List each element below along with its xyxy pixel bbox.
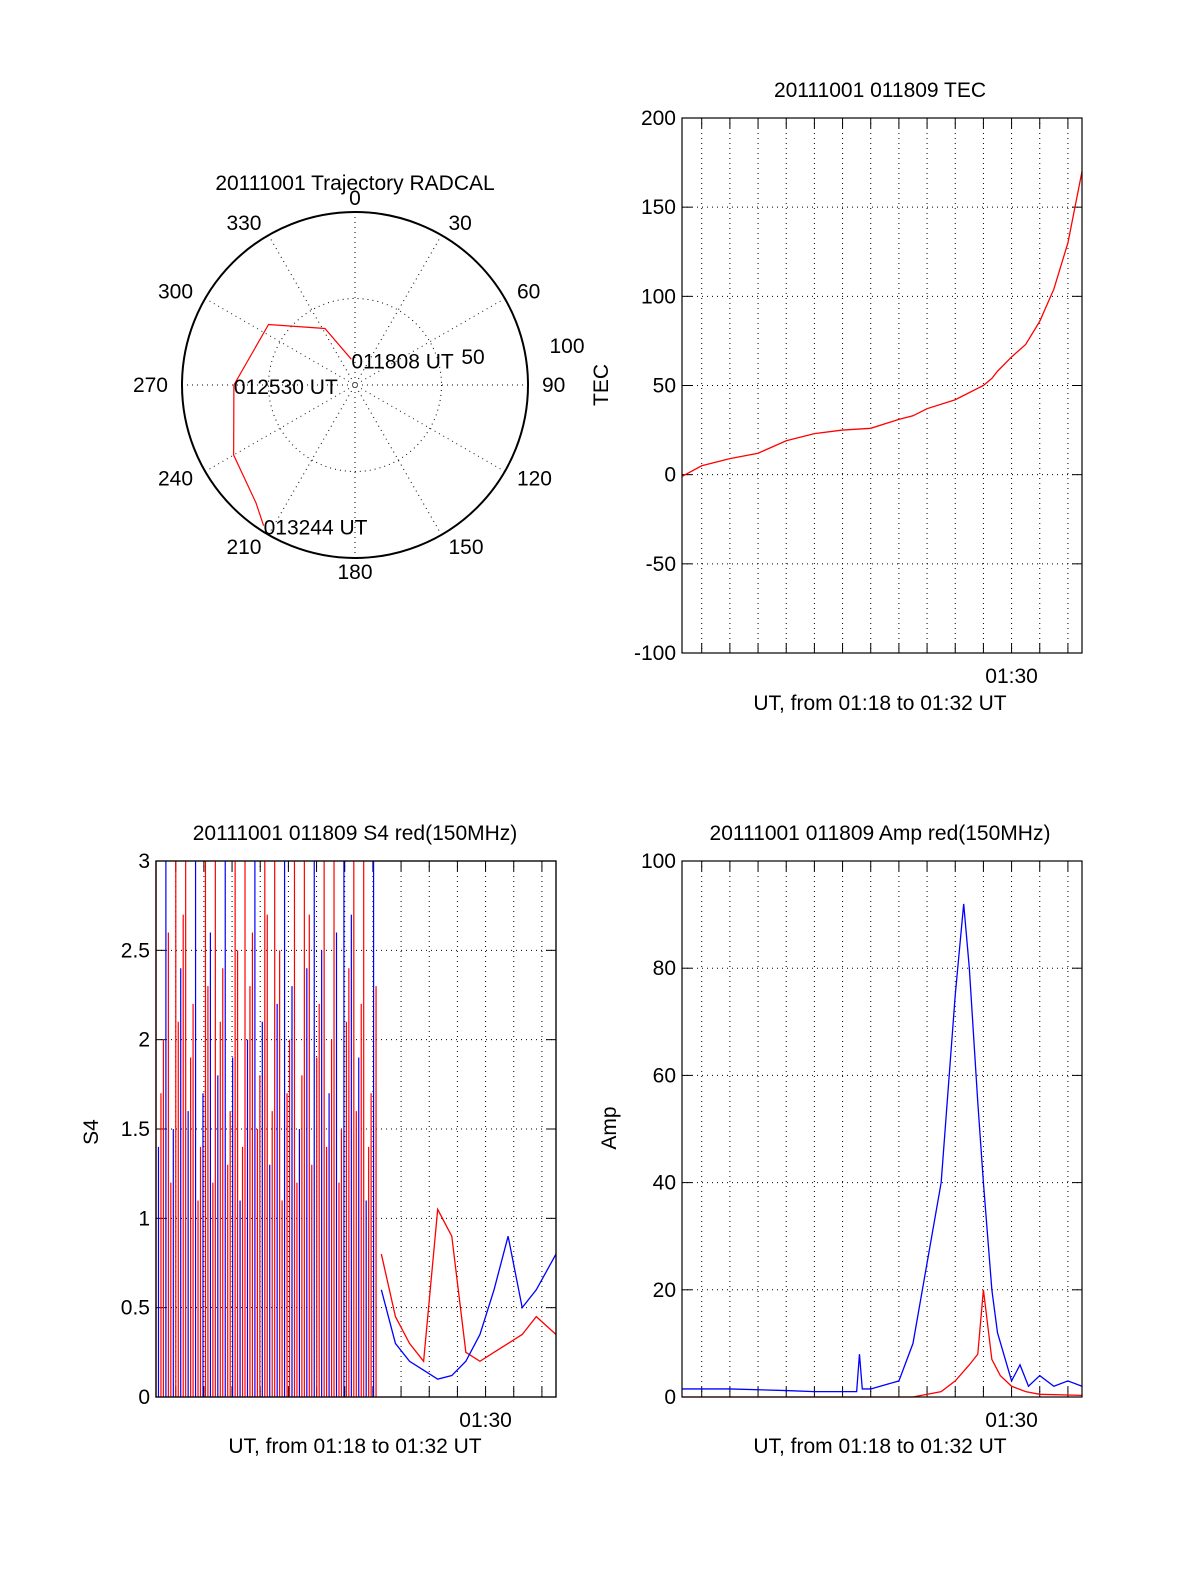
tec-y-tick-label: 200 [641,107,676,130]
polar-time-annotation: 012530 UT [234,376,338,399]
tec-y-tick-label: 50 [653,375,676,398]
s4-y-tick-label: 0.5 [121,1297,150,1320]
amp-x-axis-label: UT, from 01:18 to 01:32 UT [753,1435,1006,1458]
s4-y-axis-label: S4 [80,1119,103,1145]
polar-azimuth-label: 300 [158,281,193,304]
amp-y-axis-label: Amp [598,1106,621,1149]
amp-series-line-0 [682,1289,1083,1398]
polar-chart-title: 20111001 Trajectory RADCAL [215,172,494,195]
polar-azimuth-label: 150 [449,536,484,559]
s4-x-axis-label: UT, from 01:18 to 01:32 UT [228,1435,481,1458]
polar-time-annotation: 011808 UT [351,350,454,373]
amp-chart-title: 20111001 011809 Amp red(150MHz) [710,822,1051,845]
s4-y-tick-label: 0 [138,1386,150,1409]
tec-plot-frame [681,117,1083,654]
polar-azimuth-label: 210 [226,536,261,559]
tec-y-tick-label: -50 [646,553,676,576]
s4-x-tick-label: 01:30 [459,1409,512,1432]
s4-chart-title: 20111001 011809 S4 red(150MHz) [193,822,518,845]
polar-azimuth-label: 240 [158,468,193,491]
tec-y-tick-label: -100 [634,642,676,665]
s4-y-tick-label: 1 [138,1207,150,1230]
tec-series-line-0 [681,171,1083,478]
amp-y-tick-label: 60 [653,1064,676,1087]
polar-azimuth-label: 90 [542,374,565,397]
tec-y-tick-label: 150 [641,196,676,219]
amp-y-tick-label: 20 [653,1279,676,1302]
polar-azimuth-label: 30 [449,212,472,235]
s4-y-tick-label: 2 [138,1029,150,1052]
polar-azimuth-label: 180 [337,561,372,584]
s4-series-line-0 [380,1207,557,1363]
amp-x-tick-label: 01:30 [985,1409,1038,1432]
amp-series-line-1 [682,903,1083,1393]
polar-azimuth-label: 120 [517,468,552,491]
s4-series-line-1 [380,1236,557,1380]
tec-x-tick-label: 01:30 [985,665,1038,688]
polar-trajectory-line [233,323,352,526]
s4-y-tick-label: 2.5 [121,939,150,962]
polar-grid-circle-50 [268,298,442,472]
polar-azimuth-label: 60 [517,281,540,304]
polar-azimuth-label: 330 [226,212,261,235]
polar-radial-label: 50 [461,346,484,369]
s4-y-tick-label: 1.5 [121,1118,150,1141]
amp-y-tick-label: 40 [653,1172,676,1195]
tec-y-tick-label: 100 [641,285,676,308]
amp-y-tick-label: 80 [653,957,676,980]
tec-y-axis-label: TEC [590,364,613,406]
polar-azimuth-label: 0 [349,187,361,210]
s4-chart: 20111001 011809 S4 red(150MHz) UT, from … [80,822,557,1458]
polar-azimuth-label: 270 [133,374,168,397]
amp-plot-frame [681,860,1083,1398]
polar-trajectory-chart: 20111001 Trajectory RADCAL 0 30 60 90 120 150… [133,172,585,584]
tec-chart-title: 20111001 011809 TEC [774,79,986,102]
polar-time-annotation: 013244 UT [264,517,368,540]
s4-y-tick-label: 3 [138,850,150,873]
polar-radial-label: 100 [549,335,584,358]
amp-y-tick-label: 0 [664,1386,676,1409]
tec-x-axis-label: UT, from 01:18 to 01:32 UT [753,692,1006,715]
amp-y-tick-label: 100 [641,850,676,873]
tec-chart: 20111001 011809 TEC UT, from 01:18 to 01… [590,79,1083,715]
tec-y-tick-label: 0 [664,464,676,487]
s4-plot-frame-overlay [155,860,557,1398]
amp-chart: 20111001 011809 Amp red(150MHz) UT, from… [598,822,1083,1458]
